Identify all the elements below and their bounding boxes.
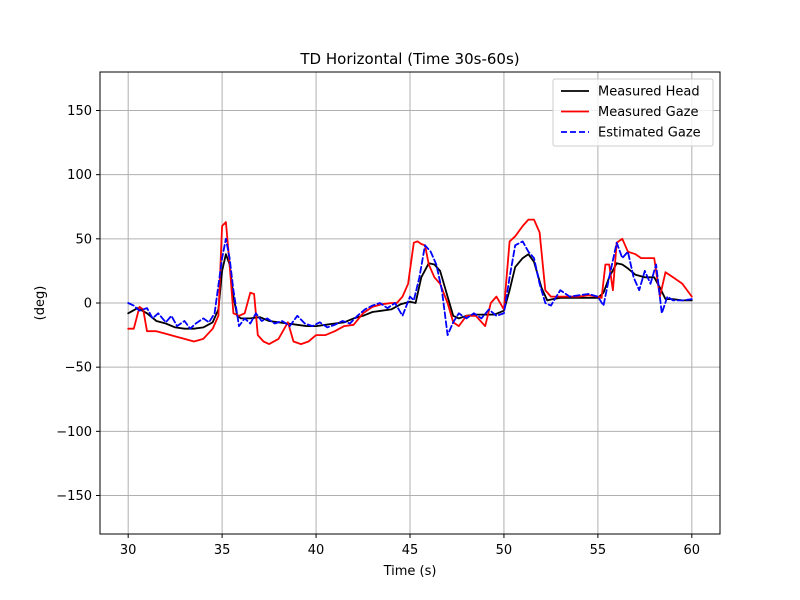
legend-label: Measured Head [598, 85, 700, 100]
y-tick-label: 150 [67, 104, 92, 119]
series-line-measured-gaze [127, 218, 693, 346]
x-tick-label: 60 [684, 543, 701, 558]
grid-lines [100, 72, 720, 534]
x-tick-label: 45 [402, 543, 419, 558]
y-axis-label: (deg) [33, 286, 48, 321]
y-tick-label: 50 [75, 232, 92, 247]
y-tick-label: −100 [56, 425, 92, 440]
y-tick-label: 0 [84, 297, 92, 312]
x-axis-ticks: 30 35 40 45 50 55 60 [120, 534, 700, 558]
chart-title: TD Horizontal (Time 30s-60s) [299, 50, 519, 68]
legend-label: Measured Gaze [598, 105, 699, 120]
legend-box [552, 78, 714, 147]
x-tick-label: 35 [214, 543, 231, 558]
legend: Measured Head Measured Gaze Estimated Gaze [552, 78, 714, 147]
series-line-estimated-gaze [127, 237, 693, 337]
y-tick-label: 100 [67, 168, 92, 183]
legend-label: Estimated Gaze [598, 126, 701, 141]
y-tick-label: −50 [65, 361, 92, 376]
y-axis-ticks: −150 −100 −50 0 50 100 150 [56, 104, 100, 504]
series-layer [127, 218, 693, 346]
x-tick-label: 55 [590, 543, 607, 558]
x-tick-label: 30 [120, 543, 137, 558]
x-axis-label: Time (s) [383, 564, 437, 579]
y-tick-label: −150 [56, 489, 92, 504]
x-tick-label: 40 [308, 543, 325, 558]
x-tick-label: 50 [496, 543, 513, 558]
